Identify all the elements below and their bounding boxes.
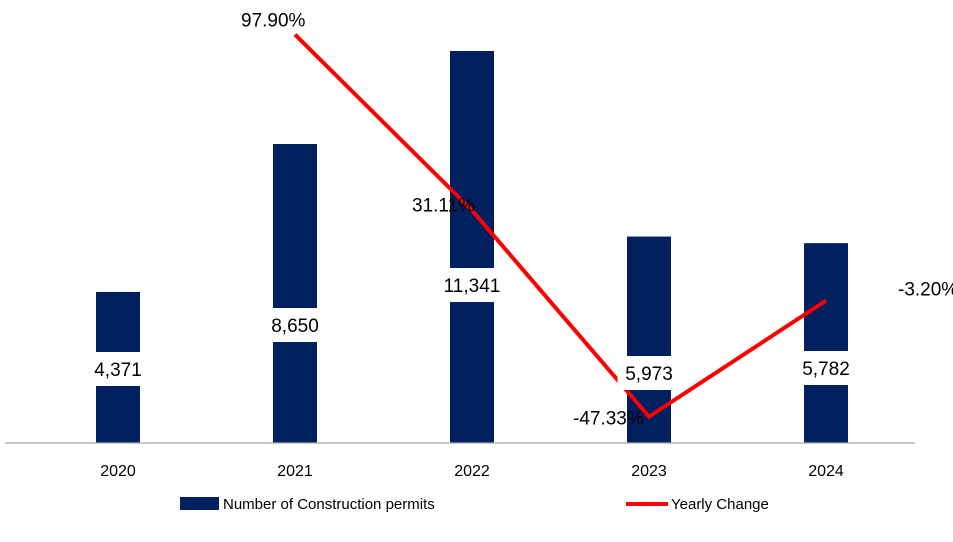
bar-2021 [273, 144, 317, 443]
bar-2024 [804, 243, 848, 443]
legend-label-bar: Number of Construction permits [223, 496, 435, 513]
bar-label-bg [86, 352, 150, 386]
x-tick-label: 2020 [100, 463, 136, 480]
x-tick-label: 2021 [277, 463, 313, 480]
x-tick-label: 2024 [808, 463, 844, 480]
bar-label-bg [263, 308, 327, 342]
bar-value-label: 11,341 [444, 276, 501, 297]
bar-label-bg [435, 268, 509, 302]
bar-value-label: 4,371 [94, 360, 142, 381]
yearly-change-line [293, 33, 828, 420]
bar-value-label: 8,650 [271, 316, 319, 337]
line-value-label: -3.20% [898, 280, 953, 301]
bar-label-bg [617, 356, 681, 390]
bar-value-label: 5,973 [625, 364, 673, 385]
x-axis-ticks: 2020 2021 2022 2023 2024 [100, 463, 844, 480]
line-value-label: 31.11% [412, 195, 475, 216]
legend: Number of Construction permits Yearly Ch… [180, 496, 769, 513]
legend-label-line: Yearly Change [671, 496, 769, 513]
bar-series [96, 51, 848, 443]
x-tick-label: 2022 [454, 463, 490, 480]
legend-swatch-bar [180, 497, 219, 510]
line-series: 4,371 8,650 11,341 5,973 5,782 97.90% 31.11% -4… [86, 11, 953, 430]
line-value-label: 97.90% [241, 11, 306, 32]
line-value-label: -47.33% [573, 409, 644, 430]
bar-label-bg [794, 351, 858, 385]
bar-value-label: 5,782 [802, 359, 850, 380]
bar-2022 [450, 51, 494, 443]
x-tick-label: 2023 [631, 463, 667, 480]
